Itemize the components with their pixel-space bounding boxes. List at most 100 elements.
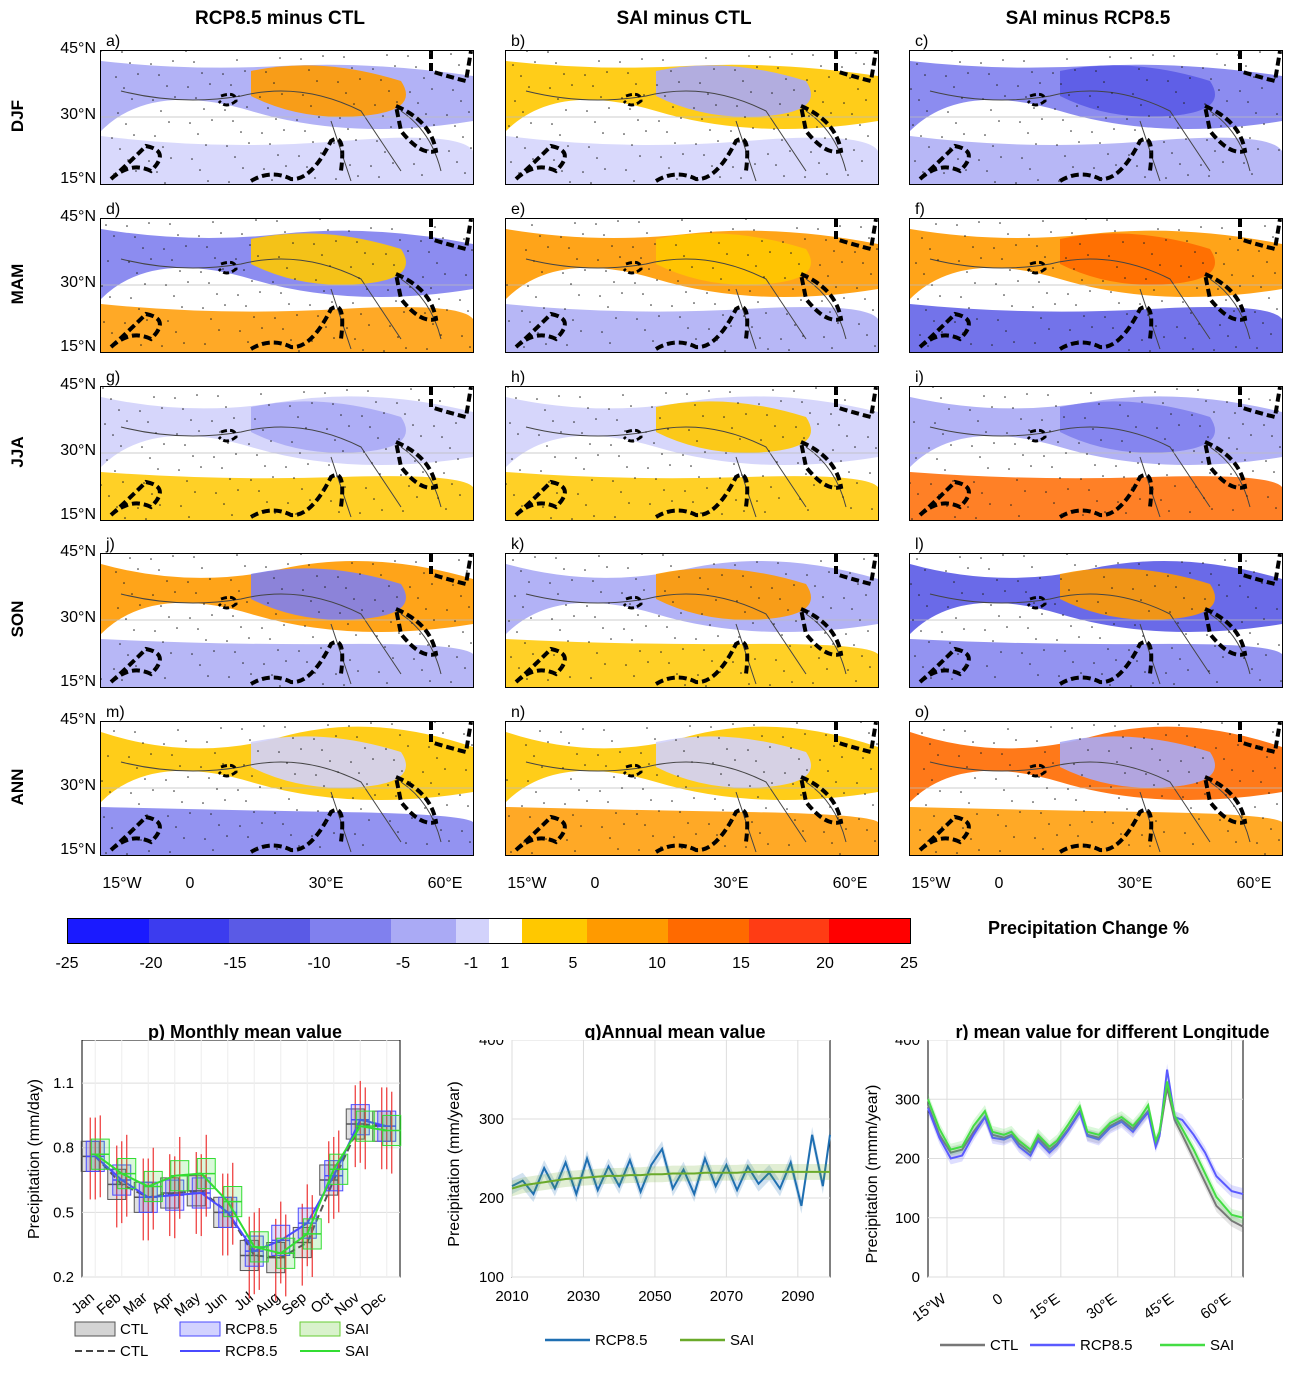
y-tick: 400 bbox=[895, 1040, 920, 1049]
x-tick: Oct bbox=[308, 1289, 337, 1318]
lat-tick: 30°N bbox=[60, 274, 96, 291]
panel-label: k) bbox=[509, 536, 527, 553]
legend-label: RCP8.5 bbox=[225, 1343, 278, 1360]
x-tick: Jul bbox=[231, 1289, 257, 1314]
lat-tick: 45°N bbox=[60, 376, 96, 393]
x-tick: Jun bbox=[201, 1289, 230, 1318]
colorbar-tick: 15 bbox=[732, 955, 750, 972]
x-tick: Aug bbox=[252, 1289, 283, 1319]
series-band bbox=[512, 1126, 830, 1214]
map-panel-2-0 bbox=[100, 386, 474, 521]
panel-label: m) bbox=[104, 704, 127, 721]
panel-label: o) bbox=[913, 704, 932, 721]
lat-tick: 15°N bbox=[60, 170, 96, 187]
colorbar-cell bbox=[587, 919, 668, 943]
legend-label: SAI bbox=[730, 1332, 754, 1349]
x-tick: Mar bbox=[120, 1289, 151, 1319]
colorbar-cell bbox=[667, 919, 749, 943]
lat-tick: 15°N bbox=[60, 338, 96, 355]
lon-tick: 30°E bbox=[1117, 875, 1153, 892]
series-line bbox=[927, 1069, 1244, 1196]
lat-tick: 30°N bbox=[60, 106, 96, 123]
colorbar-cell bbox=[68, 919, 149, 943]
y-tick: 100 bbox=[895, 1210, 920, 1227]
y-tick: 200 bbox=[479, 1190, 504, 1207]
x-tick: 30°E bbox=[1084, 1290, 1121, 1323]
map-panel-2-1 bbox=[505, 386, 879, 521]
x-tick: 2090 bbox=[781, 1288, 814, 1305]
x-tick: 0 bbox=[990, 1290, 1007, 1309]
legend-label: CTL bbox=[120, 1321, 148, 1338]
x-tick: May bbox=[171, 1289, 204, 1321]
colorbar-cell bbox=[310, 919, 391, 943]
y-tick: 0.8 bbox=[53, 1140, 74, 1157]
panel-label: a) bbox=[104, 33, 123, 50]
x-tick: 2010 bbox=[495, 1288, 528, 1305]
colorbar-tick: -5 bbox=[395, 955, 411, 972]
row-label-3: JJA bbox=[8, 436, 27, 468]
lat-tick: 15°N bbox=[60, 841, 96, 858]
map-panel-2-2 bbox=[909, 386, 1283, 521]
x-tick: Feb bbox=[94, 1289, 125, 1319]
series-line bbox=[511, 1170, 830, 1190]
lat-tick: 15°N bbox=[60, 506, 96, 523]
row-label-2: MAM bbox=[8, 263, 27, 305]
lat-tick: 15°N bbox=[60, 673, 96, 690]
x-tick: 60°E bbox=[1197, 1290, 1234, 1323]
lat-tick: 30°N bbox=[60, 777, 96, 794]
panel-label: h) bbox=[509, 369, 528, 386]
legend-label: RCP8.5 bbox=[595, 1332, 648, 1349]
panel-label: g) bbox=[104, 369, 123, 386]
y-tick: 300 bbox=[895, 1091, 920, 1108]
map-panel-0-1 bbox=[505, 50, 879, 185]
legend-label: SAI bbox=[345, 1343, 369, 1360]
x-tick: 2070 bbox=[710, 1288, 743, 1305]
colorbar-cell bbox=[390, 919, 457, 943]
colorbar-tick: -20 bbox=[139, 955, 163, 972]
panel-label: i) bbox=[913, 369, 926, 386]
row-label-1: DJF bbox=[8, 99, 27, 133]
colorbar-tick: 20 bbox=[816, 955, 834, 972]
y-tick: 400 bbox=[479, 1040, 504, 1049]
legend-label: RCP8.5 bbox=[1080, 1337, 1133, 1354]
row-label-5: ANN bbox=[8, 768, 27, 806]
chart-r-title: r) mean value for different Longitude bbox=[955, 1022, 1270, 1042]
chart-q-title: q)Annual mean value bbox=[584, 1022, 766, 1042]
lat-tick: 30°N bbox=[60, 442, 96, 459]
plot-frame bbox=[511, 1040, 831, 1278]
lat-tick: 30°N bbox=[60, 609, 96, 626]
lon-tick: 30°E bbox=[713, 875, 749, 892]
colorbar-tick: 5 bbox=[568, 955, 578, 972]
y-tick: 0.5 bbox=[53, 1204, 74, 1221]
colorbar-cell bbox=[521, 919, 588, 943]
colorbar-cell bbox=[748, 919, 830, 943]
colorbar-tick: 10 bbox=[648, 955, 666, 972]
legend-label: RCP8.5 bbox=[225, 1321, 278, 1338]
y-tick: 100 bbox=[479, 1269, 504, 1286]
lat-tick: 45°N bbox=[60, 208, 96, 225]
x-tick: Apr bbox=[149, 1289, 178, 1317]
panel-label: n) bbox=[509, 704, 528, 721]
lon-tick: 15°W bbox=[911, 875, 951, 892]
colorbar-tick: 1 bbox=[500, 955, 510, 972]
lat-tick: 45°N bbox=[60, 543, 96, 560]
y-tick: 0.2 bbox=[53, 1269, 74, 1286]
colorbar-tick: -1 bbox=[463, 955, 479, 972]
map-panel-0-2 bbox=[909, 50, 1283, 185]
panel-label: b) bbox=[509, 33, 528, 50]
lon-tick: 0 bbox=[590, 875, 600, 892]
legend-swatch bbox=[299, 1321, 341, 1337]
colorbar-tick: -25 bbox=[55, 955, 79, 972]
colorbar-cell bbox=[456, 919, 489, 943]
legend-swatch bbox=[74, 1321, 116, 1337]
lon-tick: 15°W bbox=[102, 875, 142, 892]
legend-swatch bbox=[179, 1321, 221, 1337]
lon-tick: 30°E bbox=[308, 875, 344, 892]
lon-tick: 60°E bbox=[427, 875, 463, 892]
lat-tick: 45°N bbox=[60, 711, 96, 728]
map-panel-4-1 bbox=[505, 721, 879, 856]
map-panel-1-0 bbox=[100, 218, 474, 353]
map-panel-3-2 bbox=[909, 553, 1283, 688]
x-tick: 2030 bbox=[567, 1288, 600, 1305]
